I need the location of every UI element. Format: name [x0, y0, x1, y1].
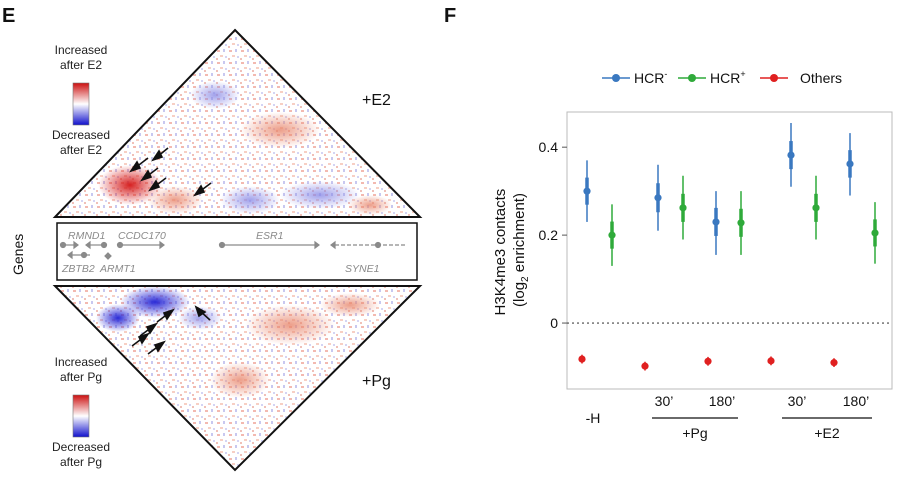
pg-colorbar-increase-label: Increased after Pg: [36, 355, 126, 385]
x-label-e2-180: 180’: [843, 393, 869, 409]
data-marks: [578, 122, 879, 371]
others-point: [641, 362, 649, 370]
e2-colorbar: [72, 82, 90, 126]
e2-colorbar-decrease-label: Decreased after E2: [36, 128, 126, 158]
e2-increase-line2: after E2: [59, 58, 103, 72]
hcr_minus-point: [654, 194, 662, 202]
pg-colorbar: [72, 394, 90, 438]
pg-triangle-border: [52, 285, 423, 472]
panel-letter-f: F: [444, 5, 457, 27]
hcr_plus-point: [871, 229, 879, 237]
pg-increase-line2: after Pg: [59, 370, 103, 384]
hcr_plus-point: [812, 204, 820, 212]
y-axis-label-main: H3K4me3 contacts: [492, 189, 509, 316]
panel-e-figure: RMND1 CCDC170 ESR1 ZBTB2 ARMT1 SYNE1: [52, 28, 423, 472]
x-label-pg-30: 30’: [655, 393, 674, 409]
e2-increase-line1: Increased: [54, 43, 108, 57]
gene-label-esr1: ESR1: [256, 230, 283, 242]
hcr_plus-point: [679, 204, 687, 212]
y-axis-label-paren-open: (log: [511, 282, 528, 307]
svg-text:HCR-: HCR-: [634, 69, 667, 86]
pg-annotation-arrows: [131, 305, 211, 355]
legend-label-hcr-minus: HCR: [634, 70, 664, 86]
y-axis-label-paren-close: enrichment): [511, 193, 528, 276]
genes-track: [59, 240, 405, 260]
others-point: [704, 357, 712, 365]
y-axis-label: H3K4me3 contacts (log2 enrichment): [492, 185, 531, 316]
plot-frame: [566, 111, 893, 390]
legend-item-hcr-minus: HCR-: [602, 69, 667, 86]
genes-track-label: Genes: [10, 233, 26, 275]
hcr_plus-point: [737, 219, 745, 227]
hcr_plus-point: [608, 231, 616, 239]
hcr_minus-point: [712, 218, 720, 226]
legend-sup-hcr-minus: -: [664, 69, 667, 79]
x-group-label-e2: +E2: [814, 425, 840, 441]
gene-label-zbtb2: ZBTB2: [61, 263, 95, 275]
gene-label-syne1: SYNE1: [345, 263, 379, 275]
e2-triangle-border: [52, 28, 423, 218]
e2-colorbar-increase-label: Increased after E2: [36, 43, 126, 73]
legend-label-others: Others: [800, 70, 842, 86]
pg-colorbar-decrease-label: Decreased after Pg: [36, 440, 126, 470]
y-axis-label-sub: 2: [520, 276, 531, 282]
gene-label-rmnd1: RMND1: [68, 230, 105, 242]
legend-sup-hcr-plus: +: [740, 69, 745, 79]
y-tick-label: 0.4: [539, 139, 559, 155]
hcr_minus-point: [846, 160, 854, 168]
others-point: [578, 355, 586, 363]
panel-f-chart: HCR- HCR+ Others 0.40.20 H3K4me3 contact…: [492, 69, 893, 441]
legend-item-hcr-plus: HCR+: [678, 69, 746, 86]
y-tick-label: 0.2: [539, 227, 559, 243]
pg-decrease-line1: Decreased: [51, 440, 111, 454]
x-label-pg-180: 180’: [709, 393, 735, 409]
legend: HCR- HCR+ Others: [602, 69, 842, 86]
svg-text:HCR+: HCR+: [710, 69, 746, 86]
e2-annotation-arrows: [129, 147, 212, 197]
x-label-minus-h: -H: [586, 410, 601, 426]
e2-decrease-line2: after E2: [59, 143, 103, 157]
e2-decrease-line1: Decreased: [51, 128, 111, 142]
panel-letter-e: E: [2, 5, 16, 27]
legend-item-others: Others: [760, 70, 842, 86]
legend-label-hcr-plus: HCR: [710, 70, 740, 86]
gene-label-armt1: ARMT1: [99, 263, 136, 275]
pg-increase-line1: Increased: [54, 355, 108, 369]
pg-decrease-line2: after Pg: [59, 455, 103, 469]
y-tick-label: 0: [550, 315, 558, 331]
others-point: [830, 359, 838, 367]
others-point: [767, 357, 775, 365]
pg-condition-label: +Pg: [362, 373, 391, 390]
hcr_minus-point: [787, 151, 795, 159]
gene-label-ccdc170: CCDC170: [118, 230, 166, 242]
x-label-e2-30: 30’: [788, 393, 807, 409]
e2-condition-label: +E2: [362, 92, 391, 109]
hcr_minus-point: [583, 187, 591, 195]
y-axis-ticks: 0.4 0.2 0: [539, 139, 567, 331]
genes-track-box: [56, 222, 418, 281]
x-group-label-pg: +Pg: [682, 425, 707, 441]
